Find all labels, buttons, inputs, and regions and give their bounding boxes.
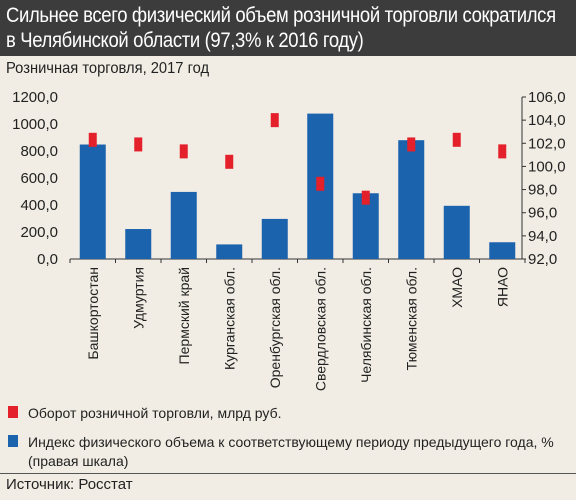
y-right-tick-label: 92,0 [528,251,557,268]
legend-label-index: Индекс физического объема к соответствую… [28,434,554,469]
bar-2 [125,229,152,259]
y-right-tick-label: 98,0 [528,182,557,199]
marker-5 [270,113,279,128]
y-right-tick-label: 96,0 [528,205,557,222]
marker-7 [361,190,370,205]
source-note: Источник: Росстат [6,476,133,493]
x-category-label: ХМАО [449,267,465,308]
legend-swatch-turnover [8,406,18,418]
legend-label-turnover: Оборот розничной торговли, млрд руб. [28,405,282,421]
marker-1 [88,132,97,147]
marker-10 [498,144,507,159]
x-category-label: Башкортостан [85,267,101,360]
y-left-tick-label: 0,0 [37,251,58,268]
y-left-tick-label: 600,0 [20,170,58,187]
marker-4 [225,154,234,169]
y-left-tick-label: 200,0 [20,224,58,241]
bar-3 [170,191,197,259]
y-left-tick-label: 400,0 [20,197,58,214]
chart-subtitle: Розничная торговля, 2017 год [6,60,210,77]
y-right-tick-label: 106,0 [528,89,566,106]
marker-2 [134,137,143,152]
title-bar: Сильнее всего физический объем розничной… [0,0,576,56]
x-category-label: Челябинская обл. [358,267,374,383]
y-left-tick-label: 1000,0 [12,116,58,133]
marker-9 [452,132,461,147]
y-left-tick-label: 1200,0 [12,89,58,106]
bar-8 [398,140,425,259]
bar-10 [489,242,516,259]
x-category-label: ЯНАО [494,267,510,307]
marker-6 [316,176,325,191]
y-right-tick-label: 100,0 [528,158,566,175]
bottom-rule [0,473,576,474]
y-right-tick-label: 94,0 [528,228,557,245]
bar-9 [443,205,470,259]
chart-title: Сильнее всего физический объем розничной… [6,4,556,52]
x-category-label: Курганская обл. [221,267,237,370]
x-category-label: Удмуртия [130,267,146,329]
bar-5 [261,218,288,259]
bar-1 [79,144,106,259]
y-right-tick-label: 104,0 [528,112,566,129]
legend-swatch-index [8,435,18,447]
x-category-label: Тюменская обл. [403,267,419,370]
y-right-tick-label: 102,0 [528,135,566,152]
y-left-tick-label: 800,0 [20,143,58,160]
bar-4 [216,244,243,259]
marker-3 [179,144,188,159]
x-category-label: Пермский край [176,267,192,364]
chart-plot: 0,0 200,0 400,0 600,0 800,0 1000,0 1200,0 92,0 9… [12,89,566,391]
marker-8 [407,137,416,152]
x-category-label: Свердловская обл. [312,267,328,391]
x-category-label: Оренбургская обл. [267,267,283,388]
